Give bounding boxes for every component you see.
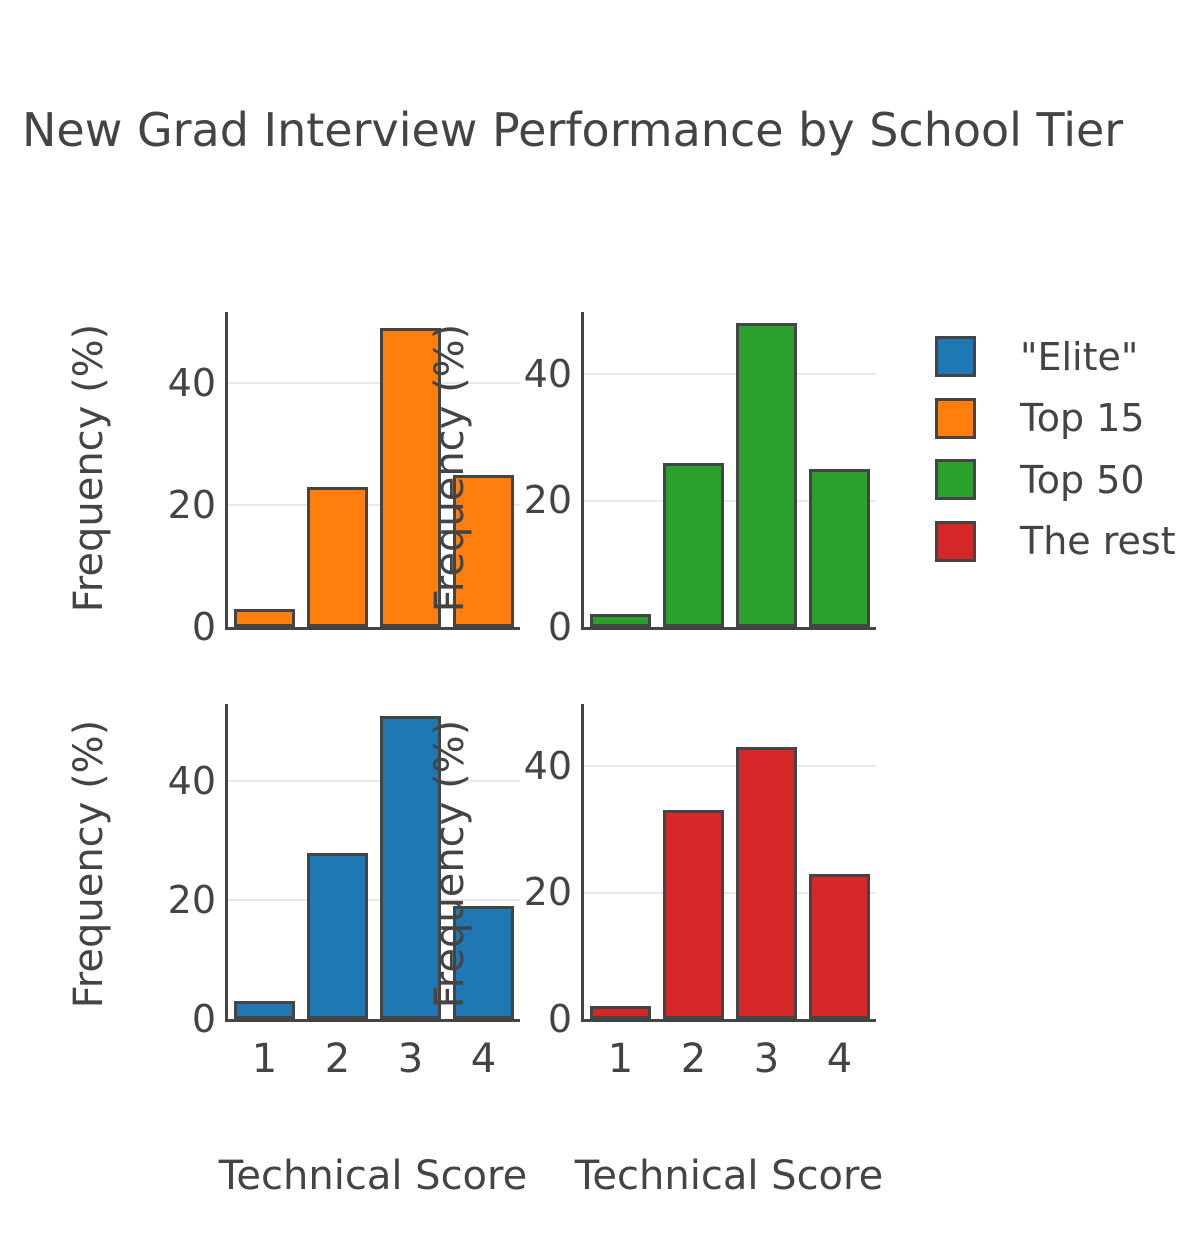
y-gridline-40 [228,780,520,783]
y-tick-label-40: 40 [523,743,572,788]
legend-swatch [935,336,976,377]
bar-bottom-left-x4[interactable] [453,906,514,1019]
y-tick-label-40: 40 [523,351,572,396]
legend-label: Top 50 [1020,457,1145,502]
y-tick-label-0: 0 [191,997,216,1041]
bar-bottom-left-x1[interactable] [234,1001,295,1019]
y-tick-label-0: 0 [191,605,216,649]
subplot-top-50: 0 20 40 [524,312,876,647]
legend-label: "Elite" [1020,334,1139,379]
legend-item-1[interactable]: "Elite" [935,334,1139,379]
bar-bottom-left-x3[interactable] [380,715,441,1019]
bar-bottom-right-x3[interactable] [736,747,797,1019]
y-tick-label-20: 20 [523,870,572,915]
x-tick-label-3: 3 [753,1036,780,1082]
x-axis-title-left: Technical Score [218,1153,528,1199]
y-tick-label-20: 20 [167,878,216,923]
y-gridline-20 [228,504,520,507]
y-tick-label-0: 0 [547,997,572,1041]
legend: "Elite" Top 15 Top 50 The rest [935,334,1195,576]
bar-top-left-x1[interactable] [234,608,295,627]
bar-top-right-x1[interactable] [590,614,651,627]
legend-label: Top 15 [1020,396,1145,440]
bar-bottom-right-x4[interactable] [809,873,870,1019]
bar-bottom-right-x1[interactable] [590,1006,651,1019]
y-axis-title-bottom-right: Frequency (%) [427,719,473,1009]
legend-swatch [935,397,976,439]
y-tick-label-40: 40 [167,361,216,406]
y-tick-label-0: 0 [547,605,572,649]
legend-item-2[interactable]: Top 15 [935,396,1145,440]
y-gridline-40 [584,765,876,767]
y-gridline-20 [584,499,876,502]
legend-item-4[interactable]: The rest [935,519,1176,563]
subplot-the-rest: 0 20 40 1 2 3 4 [524,704,876,1081]
bar-bottom-left-x2[interactable] [307,852,368,1019]
bar-top-right-x4[interactable] [809,468,870,627]
legend-swatch [935,459,976,500]
y-gridline-20 [228,899,520,902]
x-tick-label-1: 1 [607,1036,634,1082]
y-gridline-40 [228,382,520,385]
y-tick-label-20: 20 [167,483,216,528]
chart-title: New Grad Interview Performance by School… [22,103,1124,157]
x-tick-label-4: 4 [826,1036,853,1082]
bar-bottom-right-x2[interactable] [663,810,724,1019]
bar-top-left-x3[interactable] [380,328,441,627]
x-tick-label-1: 1 [251,1036,278,1082]
y-gridline-20 [584,891,876,894]
legend-item-3[interactable]: Top 50 [935,457,1145,502]
x-tick-label-2: 2 [680,1036,707,1082]
y-axis-title-top-left: Frequency (%) [66,323,112,613]
y-axis-title-bottom-left: Frequency (%) [66,719,112,1009]
x-tick-label-3: 3 [397,1036,424,1082]
bar-top-right-x3[interactable] [736,323,797,627]
legend-swatch [935,520,976,562]
bar-top-right-x2[interactable] [663,462,724,627]
legend-label: The rest [1020,519,1176,563]
y-gridline-40 [584,373,876,375]
bar-top-left-x4[interactable] [453,474,514,627]
subplot-elite: 0 20 40 1 2 3 4 [168,704,520,1081]
subplot-top-15: 0 20 40 [168,312,520,647]
y-axis-title-top-right: Frequency (%) [427,323,473,613]
y-tick-label-40: 40 [167,759,216,804]
y-tick-label-20: 20 [523,478,572,523]
x-axis-title-right: Technical Score [574,1153,884,1199]
bar-top-left-x2[interactable] [307,486,368,627]
x-tick-label-4: 4 [470,1036,497,1082]
x-tick-label-2: 2 [324,1036,351,1082]
